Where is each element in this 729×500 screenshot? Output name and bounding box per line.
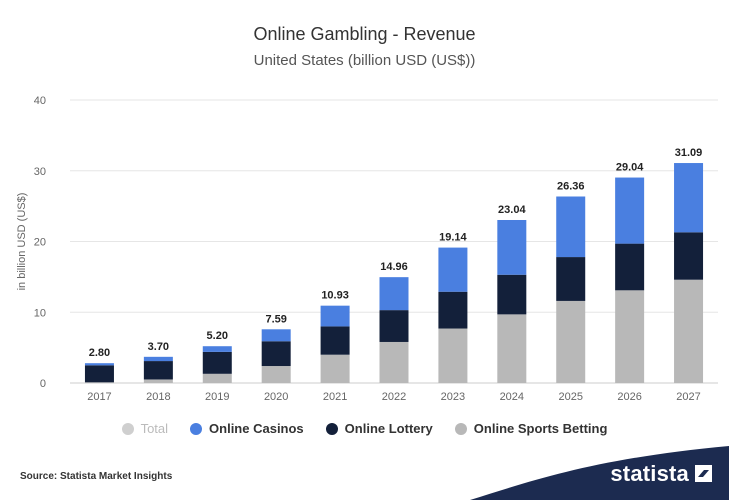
- legend-label: Online Casinos: [209, 421, 304, 436]
- bar-online-lottery: [497, 274, 527, 315]
- bar-online-sports-betting: [674, 279, 704, 383]
- bar-online-lottery: [261, 341, 291, 367]
- data-label-total: 26.36: [557, 181, 585, 193]
- data-label-total: 19.14: [439, 232, 467, 244]
- data-label-total: 10.93: [321, 290, 349, 302]
- y-tick-label: 0: [40, 378, 46, 390]
- bar-online-lottery: [615, 243, 645, 291]
- legend-item-online-sports-betting[interactable]: Online Sports Betting: [454, 421, 608, 436]
- chart-title: Online Gambling - Revenue: [253, 24, 476, 44]
- bar-online-casinos: [84, 363, 114, 366]
- y-tick-label: 20: [34, 237, 46, 249]
- bar-online-casinos: [261, 329, 291, 342]
- bar-online-lottery: [84, 365, 114, 383]
- bar-online-lottery: [320, 326, 350, 355]
- chart-area: 0 10 20 30 40 in billion USD (US$) 2.80 2017 3.7…: [16, 95, 718, 403]
- data-label-total: 31.09: [675, 147, 703, 159]
- legend-label: Online Lottery: [344, 421, 433, 436]
- legend-label: Total: [140, 421, 169, 436]
- legend-marker-icon: [190, 422, 203, 435]
- chart-subtitle: United States (billion USD (US$)): [253, 52, 476, 69]
- x-tick-label: 2019: [205, 391, 229, 403]
- bar-online-casinos: [202, 346, 232, 352]
- x-tick-label: 2024: [500, 391, 524, 403]
- y-tick-label: 10: [34, 307, 46, 319]
- legend-label: Online Sports Betting: [473, 421, 608, 436]
- bar-online-lottery: [674, 232, 704, 280]
- bar-online-sports-betting: [143, 379, 173, 383]
- bar-online-sports-betting: [556, 300, 586, 383]
- data-label-total: 3.70: [148, 341, 169, 353]
- y-tick-label: 40: [34, 95, 46, 107]
- bar-online-sports-betting: [615, 290, 645, 383]
- chart-legend: Total Online Casinos Online Lottery Online …: [0, 421, 729, 436]
- data-label-total: 2.80: [89, 347, 110, 359]
- bar-online-casinos: [556, 196, 586, 258]
- legend-marker-icon: [454, 422, 467, 435]
- y-axis-label: in billion USD (US$): [16, 193, 28, 291]
- bar-online-lottery: [202, 351, 232, 374]
- y-tick-label: 30: [34, 166, 46, 178]
- x-tick-label: 2026: [617, 391, 641, 403]
- x-tick-label: 2023: [441, 391, 465, 403]
- bar-online-lottery: [143, 361, 173, 380]
- x-tick-label: 2017: [87, 391, 111, 403]
- x-tick-label: 2025: [558, 391, 582, 403]
- brand-mark-icon: [695, 465, 712, 482]
- bar-online-casinos: [615, 177, 645, 244]
- bar-online-sports-betting: [202, 373, 232, 383]
- bar-online-sports-betting: [320, 354, 350, 383]
- data-label-total: 7.59: [265, 313, 286, 325]
- x-tick-label: 2020: [264, 391, 288, 403]
- bar-online-sports-betting: [84, 382, 114, 383]
- source-label: Source: Statista Market Insights: [20, 471, 173, 482]
- legend-marker-icon: [121, 422, 134, 435]
- data-label-total: 14.96: [380, 261, 408, 273]
- bar-online-casinos: [674, 163, 704, 233]
- bar-online-lottery: [438, 291, 468, 329]
- bar-online-casinos: [438, 247, 468, 292]
- data-label-total: 5.20: [207, 330, 228, 342]
- legend-item-total[interactable]: Total: [121, 421, 169, 436]
- bar-online-sports-betting: [379, 341, 409, 383]
- bar-online-lottery: [379, 310, 409, 342]
- data-label-total: 29.04: [616, 162, 644, 174]
- bar-online-sports-betting: [497, 314, 527, 383]
- bar-online-casinos: [497, 219, 527, 275]
- bar-online-sports-betting: [438, 328, 468, 383]
- brand-logo: statista: [610, 461, 689, 486]
- legend-item-online-lottery[interactable]: Online Lottery: [325, 421, 433, 436]
- legend-item-online-casinos[interactable]: Online Casinos: [190, 421, 304, 436]
- data-label-total: 23.04: [498, 204, 526, 216]
- bar-online-casinos: [320, 305, 350, 327]
- x-tick-label: 2022: [382, 391, 406, 403]
- bar-online-casinos: [143, 356, 173, 362]
- footer-wave-shape: [470, 446, 729, 500]
- x-tick-label: 2021: [323, 391, 347, 403]
- bar-online-casinos: [379, 277, 409, 311]
- x-tick-label: 2027: [676, 391, 700, 403]
- bar-online-sports-betting: [261, 366, 291, 383]
- bar-online-lottery: [556, 257, 586, 301]
- x-tick-label: 2018: [146, 391, 170, 403]
- legend-marker-icon: [325, 422, 338, 435]
